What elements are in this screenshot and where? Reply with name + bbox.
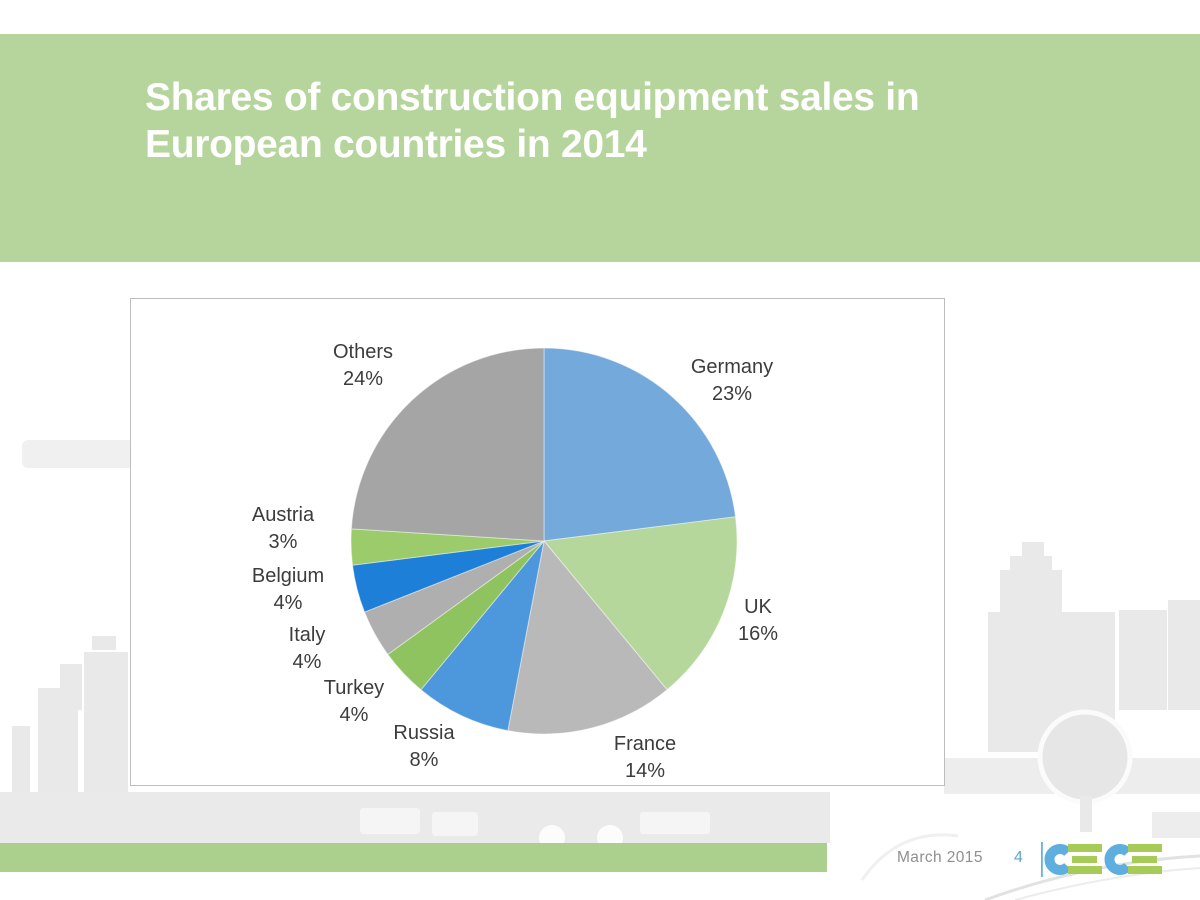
pie-slice-others xyxy=(350,347,545,542)
header-band: Shares of construction equipment sales i… xyxy=(0,34,1200,262)
footer-date: March 2015 xyxy=(897,849,983,866)
logo-e-letters xyxy=(1068,844,1162,874)
pie-label-russia: Russia 8% xyxy=(393,722,455,771)
logo-c-letters xyxy=(1044,844,1132,875)
pie-slice-uk xyxy=(543,516,738,691)
page-number: 4 xyxy=(1014,849,1023,866)
page-title: Shares of construction equipment sales i… xyxy=(145,74,1095,168)
logo-divider-line xyxy=(1041,842,1043,877)
pie-slice-austria xyxy=(350,528,545,566)
pie-label-france: France 14% xyxy=(613,733,677,782)
pie-slice-belgium xyxy=(351,540,545,613)
page-title-line2: European countries in 2014 xyxy=(145,123,647,166)
pie-label-austria: Austria 3% xyxy=(251,504,315,553)
pie-slice-italy xyxy=(363,540,545,656)
cece-logo xyxy=(1041,842,1162,877)
footer-bar xyxy=(0,843,827,872)
pie-slice-russia xyxy=(420,540,545,732)
pie-label-others: Others 24% xyxy=(332,341,394,390)
pie-chart xyxy=(350,347,738,735)
pie-slice-turkey xyxy=(387,540,545,691)
pie-label-germany: Germany 23% xyxy=(690,356,774,405)
pie-slice-germany xyxy=(543,347,737,542)
pie-label-turkey: Turkey 4% xyxy=(323,677,385,726)
pie-label-italy: Italy 4% xyxy=(288,624,326,673)
pie-label-belgium: Belgium 4% xyxy=(251,565,325,614)
page-title-line1: Shares of construction equipment sales i… xyxy=(145,76,920,119)
pie-slice-france xyxy=(507,539,668,735)
pie-label-uk: UK 16% xyxy=(737,596,779,645)
